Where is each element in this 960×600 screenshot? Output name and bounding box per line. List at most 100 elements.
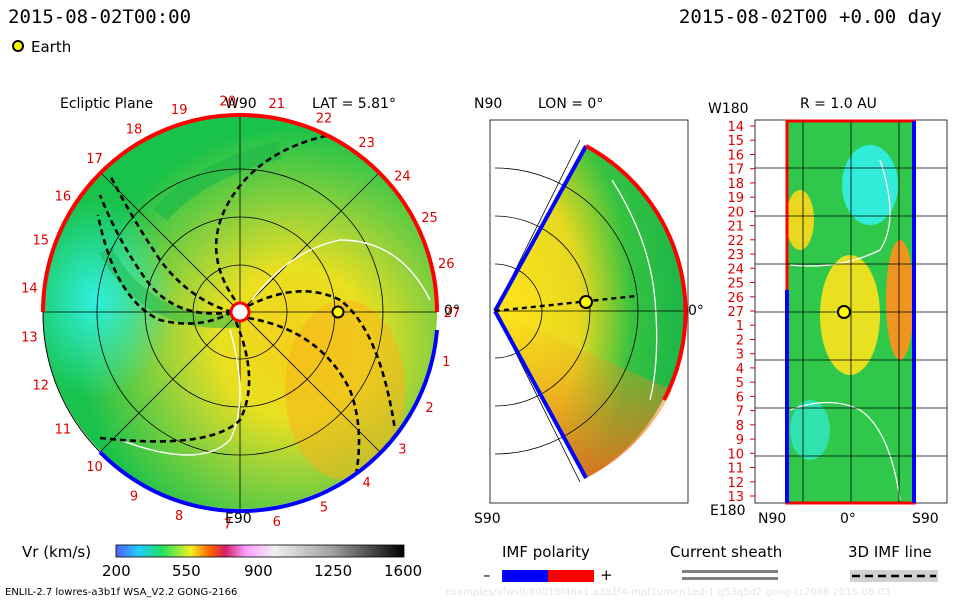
synoptic-tick-label: 8 — [736, 419, 744, 434]
earth-marker-ecliptic — [331, 305, 345, 319]
synoptic-tick-label: 17 — [727, 163, 744, 178]
colorbar-tick: 550 — [172, 562, 201, 580]
synoptic-tick-label: 26 — [727, 291, 744, 306]
rim-tick-label: 21 — [269, 97, 286, 112]
rim-tick-label: 1 — [442, 355, 450, 370]
ecliptic-lat-label: LAT = 5.81° — [312, 96, 396, 112]
synoptic-tick-label: 6 — [736, 390, 744, 405]
imf-polarity-title: IMF polarity — [502, 543, 590, 561]
timestamp-title: 2015-08-02T00:00 — [8, 6, 192, 28]
rim-tick-label: 3 — [398, 442, 406, 457]
model-footer: ENLIL-2.7 lowres-a3b1f WSA_V2.2 GONG-216… — [5, 587, 238, 598]
synoptic-tick-label: 25 — [727, 277, 744, 292]
synoptic-tick-label: 15 — [727, 134, 744, 149]
rim-tick-label: 23 — [358, 136, 375, 151]
ecliptic-top-label: W90 — [225, 96, 257, 112]
synoptic-tick-label: 14 — [727, 120, 744, 135]
synoptic-top-left-label: W180 — [708, 101, 749, 117]
earth-legend-label: Earth — [31, 38, 72, 56]
synoptic-tick-label: 22 — [727, 234, 744, 249]
rim-tick-label: 22 — [316, 111, 333, 126]
rim-tick-label: 2 — [425, 401, 433, 416]
colorbar-label: Vr (km/s) — [22, 543, 92, 561]
rim-tick-label: 13 — [21, 331, 38, 346]
rim-tick-label: 24 — [394, 170, 411, 185]
synoptic-panel: 1415161718192021222324252627123456789101… — [727, 119, 948, 505]
synoptic-tick-label: 16 — [727, 149, 744, 164]
meridional-lon-label: LON = 0° — [538, 96, 604, 112]
earth-marker-synoptic — [837, 305, 851, 319]
synoptic-x-label-0: 0° — [840, 511, 856, 527]
colorbar — [115, 544, 405, 558]
meridional-right-label: 0° — [688, 303, 704, 319]
colorbar-tick: 200 — [102, 562, 131, 580]
synoptic-tick-label: 20 — [727, 205, 744, 220]
synoptic-tick-label: 5 — [736, 376, 744, 391]
rim-tick-label: 25 — [421, 211, 438, 226]
synoptic-x-label-n90: N90 — [758, 511, 787, 527]
rim-tick-label: 5 — [320, 501, 328, 516]
synoptic-x-label-s90: S90 — [912, 511, 939, 527]
disk-outline — [42, 311, 101, 453]
rim-tick-label: 7 — [224, 518, 232, 533]
colorbar-tick: 1600 — [384, 562, 423, 580]
rim-tick-label: 14 — [21, 281, 38, 296]
polarity-rim-positive — [41, 113, 439, 313]
synoptic-tick-label: 13 — [727, 490, 744, 505]
synoptic-tick-label: 9 — [736, 433, 744, 448]
synoptic-tick-label: 24 — [727, 262, 744, 277]
synoptic-tick-label: 27 — [727, 305, 744, 320]
synoptic-r-label: R = 1.0 AU — [800, 96, 877, 112]
synoptic-tick-label: 12 — [727, 476, 744, 491]
synoptic-tick-label: 1 — [736, 319, 744, 334]
synoptic-y-ticks: 1415161718192021222324252627123456789101… — [727, 120, 755, 505]
rim-tick-label: 15 — [33, 234, 50, 249]
rim-tick-label: 26 — [438, 257, 455, 272]
rim-tick-label: 8 — [175, 509, 183, 524]
ecliptic-title: Ecliptic Plane — [60, 96, 154, 112]
rim-tick-label: 20 — [219, 94, 236, 109]
rim-tick-label: 11 — [55, 423, 72, 438]
imf-plus: + — [600, 566, 613, 584]
rim-tick-label: 19 — [171, 103, 188, 118]
synoptic-tick-label: 7 — [736, 405, 744, 420]
meridional-bottom-label: S90 — [474, 511, 501, 527]
synoptic-tick-label: 2 — [736, 334, 744, 349]
current-sheath-lines — [96, 133, 397, 481]
synoptic-bottom-left-label: E180 — [710, 503, 746, 519]
earth-marker-meridional — [579, 295, 593, 309]
sun-marker — [229, 301, 251, 323]
synoptic-tick-label: 3 — [736, 348, 744, 363]
imf-minus: – — [483, 566, 491, 584]
ecliptic-bottom-label: E90 — [225, 511, 252, 527]
synoptic-tick-label: 11 — [727, 462, 744, 477]
rim-tick-label: 4 — [362, 476, 370, 491]
rim-tick-label: 27 — [444, 306, 461, 321]
ecliptic-right-label: 0° — [444, 303, 460, 319]
meridional-panel — [489, 119, 689, 504]
synoptic-tick-label: 21 — [727, 220, 744, 235]
synoptic-tick-label: 23 — [727, 248, 744, 263]
rim-tick-label: 17 — [86, 152, 103, 167]
path-footer: examples/xfwsfi/80015f46x1.a3b1f4-mpf1um… — [445, 587, 891, 598]
synoptic-tick-label: 18 — [727, 177, 744, 192]
synoptic-tick-label: 19 — [727, 191, 744, 206]
earth-legend-icon — [12, 40, 24, 52]
rim-tick-label: 6 — [273, 515, 281, 530]
rim-tick-label: 10 — [86, 460, 103, 475]
rim-tick-label: 12 — [33, 379, 50, 394]
colorbar-tick: 1250 — [314, 562, 353, 580]
rim-tick-label: 16 — [55, 190, 72, 205]
fast-wind-region — [285, 300, 405, 480]
polarity-rim-negative — [98, 329, 439, 513]
current-sheath-title: Current sheath — [670, 543, 783, 561]
offset-title: 2015-08-02T00 +0.00 day — [678, 6, 942, 28]
synoptic-tick-label: 4 — [736, 362, 744, 377]
imf-polarity-bar — [502, 570, 594, 582]
imf-line-title: 3D IMF line — [848, 543, 932, 561]
synoptic-tick-label: 10 — [727, 447, 744, 462]
colorbar-tick: 900 — [244, 562, 273, 580]
